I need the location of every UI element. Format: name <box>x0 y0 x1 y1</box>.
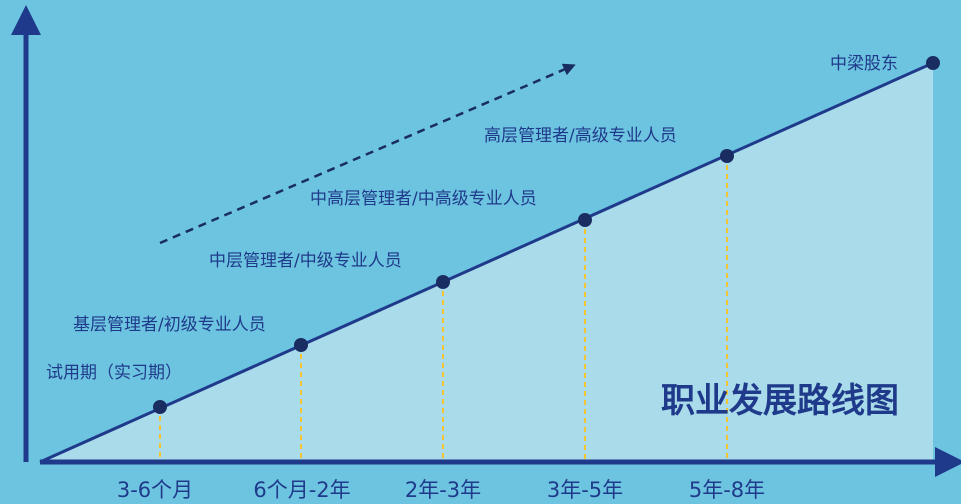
x-tick-label: 3-6个月 <box>117 478 193 502</box>
stage-label: 中梁股东 <box>830 54 898 74</box>
milestone-dot <box>294 338 308 352</box>
x-tick-label: 2年-3年 <box>405 478 481 502</box>
milestone-dot <box>926 56 940 70</box>
diagram-title: 职业发展路线图 <box>661 381 899 421</box>
stage-label: 高层管理者/高级专业人员 <box>484 126 677 146</box>
milestone-dot <box>153 400 167 414</box>
stage-label: 基层管理者/初级专业人员 <box>73 315 266 335</box>
stage-label: 中高层管理者/中高级专业人员 <box>310 189 537 209</box>
x-tick-label: 3年-5年 <box>547 478 623 502</box>
milestone-dot <box>578 213 592 227</box>
milestone-dot <box>720 149 734 163</box>
milestone-dot <box>436 275 450 289</box>
stage-label: 试用期（实习期） <box>46 363 182 383</box>
x-tick-label: 5年-8年 <box>689 478 765 502</box>
stage-label: 中层管理者/中级专业人员 <box>209 251 402 271</box>
x-tick-label: 6个月-2年 <box>253 478 350 502</box>
